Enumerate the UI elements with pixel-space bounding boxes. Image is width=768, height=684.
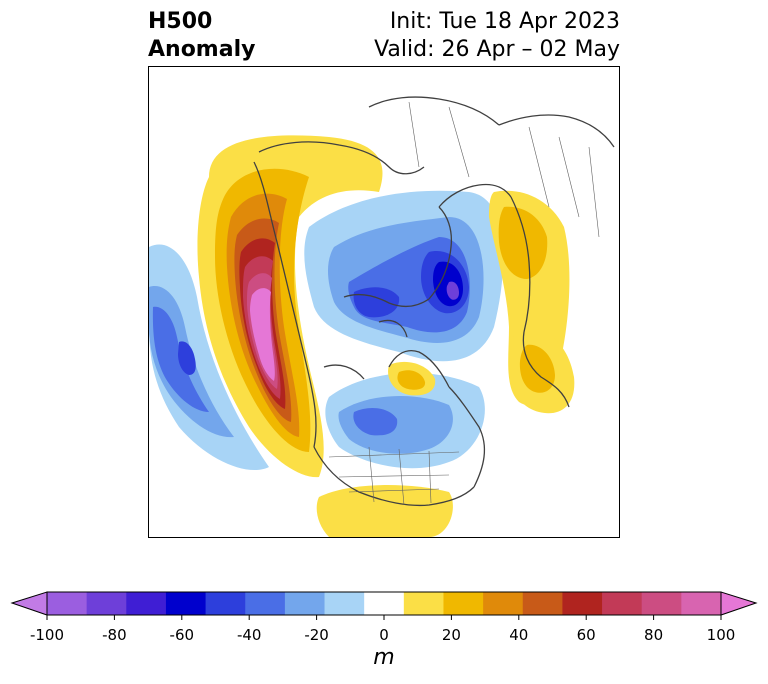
anomaly-trough-canada bbox=[325, 373, 485, 469]
colorbar-tick-label: 0 bbox=[379, 626, 389, 644]
colorbar-extend-high bbox=[720, 591, 758, 616]
colorbar-segment bbox=[165, 592, 207, 615]
anomaly-ridge-pacific bbox=[197, 135, 383, 478]
colorbar-segment bbox=[364, 592, 405, 615]
colorbar-tick-label: -20 bbox=[304, 626, 329, 644]
anomaly-trough-pacific bbox=[149, 244, 269, 471]
colorbar-segment bbox=[284, 592, 326, 615]
colorbar-segment bbox=[681, 592, 722, 615]
forecast-dates: Init: Tue 18 Apr 2023 Valid: 26 Apr – 02… bbox=[374, 8, 620, 64]
chart-title: H500 Anomaly bbox=[148, 8, 255, 64]
colorbar-tick-label: -60 bbox=[169, 626, 195, 644]
colorbar-tick-label: 60 bbox=[576, 626, 596, 644]
valid-range: Valid: 26 Apr – 02 May bbox=[374, 37, 620, 62]
colorbar-segment bbox=[641, 592, 682, 615]
colorbar-segment bbox=[562, 592, 603, 615]
colorbar-segment bbox=[126, 592, 167, 615]
colorbar-tick-label: 40 bbox=[509, 626, 529, 644]
title-line1: H500 bbox=[148, 9, 213, 34]
map-svg bbox=[149, 96, 615, 537]
colorbar-ticks bbox=[46, 615, 722, 620]
anomaly-map bbox=[148, 66, 620, 538]
colorbar-tick-label: 20 bbox=[441, 626, 461, 644]
colorbar-segment bbox=[522, 592, 563, 615]
colorbar-segment bbox=[47, 592, 88, 615]
anomaly-ridge-hudson bbox=[388, 361, 436, 396]
colorbar-segment bbox=[245, 592, 286, 615]
init-date: Init: Tue 18 Apr 2023 bbox=[389, 9, 620, 34]
colorbar-tick-label: -80 bbox=[102, 626, 127, 644]
title-line2: Anomaly bbox=[148, 37, 256, 62]
colorbar-tick-label: 100 bbox=[706, 626, 736, 644]
colorbar-extend-low bbox=[10, 591, 48, 616]
colorbar-segment bbox=[403, 592, 444, 615]
colorbar-segment bbox=[483, 592, 524, 615]
political-borders bbox=[328, 101, 600, 506]
colorbar-segment bbox=[324, 592, 365, 615]
anomaly-ridge-gulf bbox=[316, 485, 453, 537]
colorbar-tick-label: -40 bbox=[236, 626, 262, 644]
colorbar-tick-label: 80 bbox=[644, 626, 664, 644]
colorbar-segments bbox=[47, 592, 722, 615]
colorbar-segment bbox=[205, 592, 246, 615]
colorbar-segment bbox=[602, 592, 643, 615]
colorbar-segment bbox=[443, 592, 484, 615]
colorbar bbox=[10, 591, 758, 620]
colorbar-units: m bbox=[373, 645, 395, 670]
colorbar-segment bbox=[86, 592, 127, 615]
anomaly-trough-arctic bbox=[304, 190, 504, 362]
colorbar-tick-label: -100 bbox=[29, 626, 65, 644]
coastlines bbox=[253, 96, 615, 507]
